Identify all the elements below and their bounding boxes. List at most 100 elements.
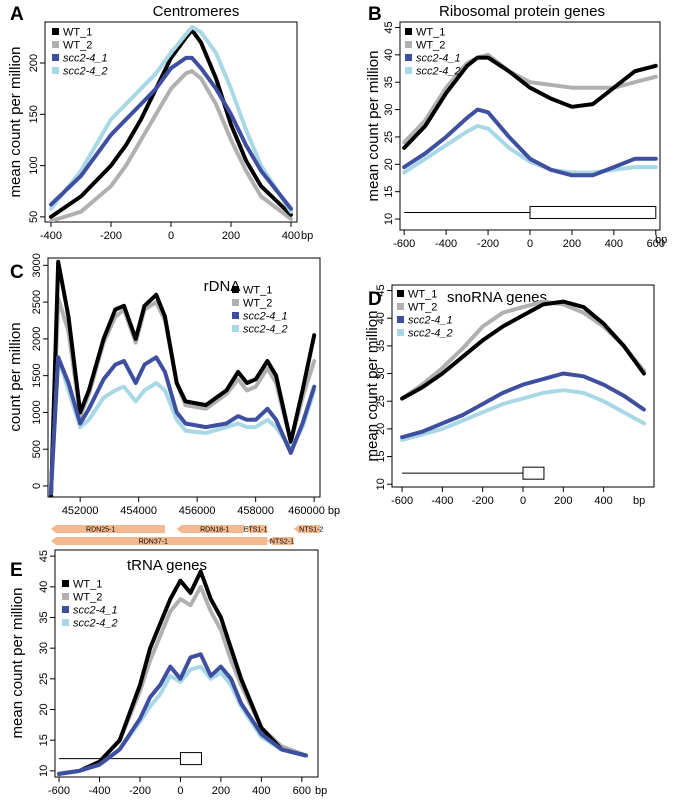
x-unit-label: bp — [315, 785, 327, 797]
x-tick-label: 600 — [293, 785, 311, 797]
legend-label: scc2-4_1 — [416, 53, 461, 65]
y-axis-label: mean count per million — [364, 311, 381, 462]
legend-swatch — [397, 316, 404, 323]
series-line-scc2-4_2 — [48, 355, 317, 496]
x-tick-label: -400 — [431, 495, 453, 507]
y-tick-label: 20 — [375, 423, 387, 435]
y-tick-label: 200 — [28, 54, 40, 72]
legend-swatch — [52, 41, 59, 48]
legend-swatch — [52, 28, 59, 35]
x-tick-label: -400 — [435, 238, 457, 250]
y-tick-label: 50 — [28, 211, 40, 223]
legend-swatch — [52, 54, 59, 61]
panel-b: B Ribosomal protein genes mean count per m… — [365, 3, 667, 250]
gene-arrow — [50, 537, 268, 545]
gene-arrow — [245, 525, 268, 533]
legend-swatch — [62, 580, 69, 587]
panel-title: Ribosomal protein genes — [439, 3, 605, 20]
series-line-scc2-4_1 — [402, 107, 658, 178]
legend-swatch — [232, 299, 239, 306]
y-tick-label: 500 — [31, 440, 43, 458]
panel-letter: A — [10, 4, 24, 25]
y-tick-label: 35 — [38, 611, 50, 623]
y-tick-label: 30 — [38, 642, 50, 654]
x-tick-label: 200 — [212, 785, 230, 797]
panel-letter: C — [10, 262, 24, 283]
x-tick-label: 400 — [282, 230, 300, 242]
y-tick-label: 40 — [375, 312, 387, 324]
x-unit-label: bp — [301, 230, 313, 242]
gene-arrow — [50, 525, 165, 533]
series-line-WT_2 — [49, 69, 293, 222]
legend-swatch — [405, 67, 412, 74]
x-tick-label: 454000 — [120, 505, 157, 517]
legend-label: WT_2 — [408, 302, 437, 314]
x-tick-label: 400 — [594, 495, 612, 507]
legend-swatch — [405, 41, 412, 48]
legend-label: WT_2 — [63, 40, 92, 52]
series-line-WT_1 — [402, 55, 658, 150]
x-tick-label: 456000 — [179, 505, 216, 517]
legend-swatch — [52, 67, 59, 74]
y-axis-label: mean count per million — [7, 47, 24, 198]
y-tick-label: 3000 — [31, 253, 43, 277]
gene-model-body — [522, 466, 545, 480]
x-tick-label: 458000 — [237, 505, 274, 517]
x-tick-label: 0 — [177, 785, 183, 797]
legend-label: scc2-4_2 — [416, 66, 461, 78]
x-tick-label: 200 — [222, 230, 240, 242]
legend-swatch — [232, 286, 239, 293]
x-unit-label: bp — [655, 234, 667, 246]
legend-label: scc2-4_1 — [408, 315, 453, 327]
legend-label: scc2-4_2 — [408, 328, 453, 340]
y-tick-label: 2000 — [31, 327, 43, 351]
series-line-scc2-4_1 — [49, 55, 293, 211]
legend-label: WT_1 — [243, 285, 272, 297]
y-tick-label: 45 — [383, 21, 395, 33]
gene-model-body — [529, 205, 657, 219]
y-tick-label: 15 — [375, 450, 387, 462]
series-line-scc2-4_2 — [49, 25, 293, 214]
x-tick-label: 0 — [168, 230, 174, 242]
y-tick-label: 20 — [383, 158, 395, 170]
legend-swatch — [405, 54, 412, 61]
series-line-scc2-4_2 — [400, 388, 646, 442]
x-tick-label: -400 — [40, 230, 62, 242]
legend-swatch — [397, 290, 404, 297]
panel-title: tRNA genes — [127, 557, 207, 574]
y-axis-label: mean count per million — [365, 51, 382, 202]
legend-label: scc2-4_1 — [63, 53, 108, 65]
panel-title: rDNA — [204, 278, 241, 295]
y-tick-label: 10 — [375, 478, 387, 490]
y-axis-label: mean count per million — [9, 588, 26, 739]
gene-label: RDN18-1 — [200, 527, 229, 534]
legend-swatch — [62, 606, 69, 613]
y-tick-label: 0 — [31, 483, 43, 489]
series-line-WT_1 — [400, 299, 646, 401]
legend-label: scc2-4_1 — [73, 605, 118, 617]
series-line-scc2-4_1 — [57, 652, 308, 776]
panel-a: A Centromeres mean count per million -400 -2… — [7, 3, 313, 242]
y-tick-label: 30 — [383, 103, 395, 115]
y-tick-label: 30 — [375, 367, 387, 379]
legend-label: WT_1 — [408, 289, 437, 301]
y-tick-label: 1500 — [31, 363, 43, 387]
legend-label: WT_2 — [243, 298, 272, 310]
y-tick-label: 1000 — [31, 400, 43, 424]
y-tick-label: 25 — [375, 395, 387, 407]
gene-label: ETS1-1 — [244, 527, 268, 534]
gene-label: NTS2-1 — [270, 539, 294, 546]
x-tick-label: 200 — [554, 495, 572, 507]
x-tick-label: 600 — [647, 238, 665, 250]
x-tick-label: 400 — [252, 785, 270, 797]
series-line-WT_2 — [402, 52, 658, 145]
x-tick-label: -600 — [48, 785, 70, 797]
panel-title: Centromeres — [153, 3, 240, 20]
y-tick-label: 40 — [383, 49, 395, 61]
gene-model-body — [179, 752, 202, 766]
legend-label: WT_1 — [63, 27, 92, 39]
x-tick-label: -200 — [477, 238, 499, 250]
x-unit-label: bp — [633, 495, 645, 507]
